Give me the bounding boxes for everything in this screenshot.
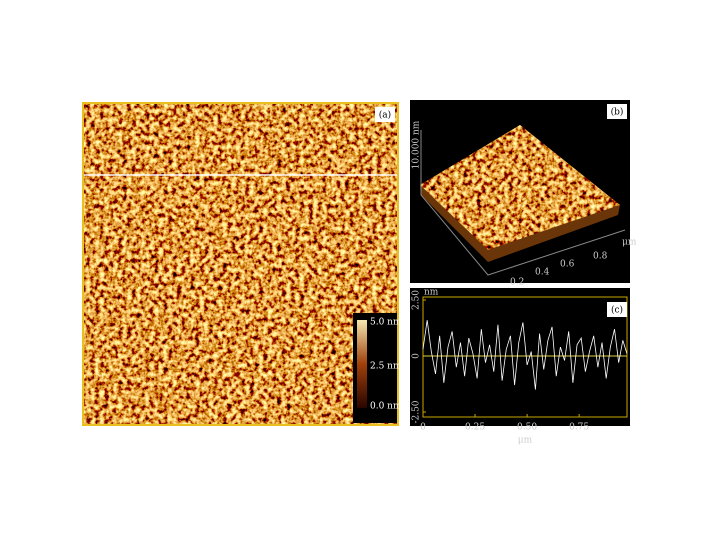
colorbar-label: 0.0 nm <box>370 402 402 412</box>
tick: 0.8 <box>593 252 608 262</box>
axes-3d <box>420 130 626 276</box>
label-box <box>375 107 395 122</box>
frame <box>82 102 399 426</box>
colorbar-label: 5.0 nm <box>370 318 402 328</box>
panel-label: (a) <box>379 110 391 121</box>
plot-frame <box>422 296 628 418</box>
z-label: 10.000 nm <box>412 120 422 169</box>
y-label: nm <box>424 288 439 298</box>
colorbar <box>357 320 367 408</box>
x-tick-label: 0.75 <box>569 423 589 433</box>
profile-line <box>422 320 628 390</box>
x-tick-label: 0.25 <box>465 423 485 433</box>
x-tick-label: 0 <box>420 423 426 433</box>
tick: 0.2 <box>510 278 524 288</box>
label-box <box>607 104 627 119</box>
x-tick-label: 0.50 <box>517 423 537 433</box>
panel-c <box>410 288 630 426</box>
panel-label: (b) <box>611 107 624 118</box>
y-tick-label: 2.50 <box>412 290 422 310</box>
panel-label: (c) <box>611 305 623 316</box>
unit: μm <box>622 238 637 248</box>
tick: 0.4 <box>535 268 550 278</box>
x-label: μm <box>518 436 533 446</box>
tick: 0.6 <box>560 260 575 270</box>
afm-texture <box>83 103 398 425</box>
colorbar-label: 2.5 nm <box>370 362 402 372</box>
label-box <box>607 302 627 317</box>
y-tick-label: -2.50 <box>412 400 422 423</box>
y-tick-label: 0 <box>412 353 422 359</box>
surface-edge <box>420 185 620 262</box>
